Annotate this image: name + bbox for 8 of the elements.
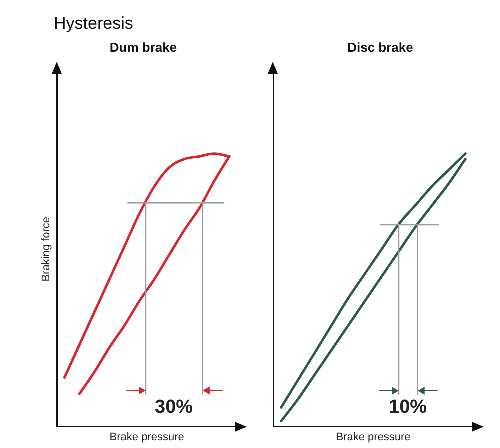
chart-title: Hysteresis	[53, 13, 134, 35]
chart-subtitle: Disc brake	[346, 40, 414, 57]
annotation: 10%	[388, 396, 428, 419]
x-axis-title: Brake pressure	[110, 431, 184, 444]
x-axis-title: Brake pressure	[336, 431, 411, 444]
annotation: 30%	[154, 396, 194, 419]
chart-subtitle: Dum brake	[108, 40, 178, 57]
y-axis-title: Braking force	[40, 216, 53, 282]
